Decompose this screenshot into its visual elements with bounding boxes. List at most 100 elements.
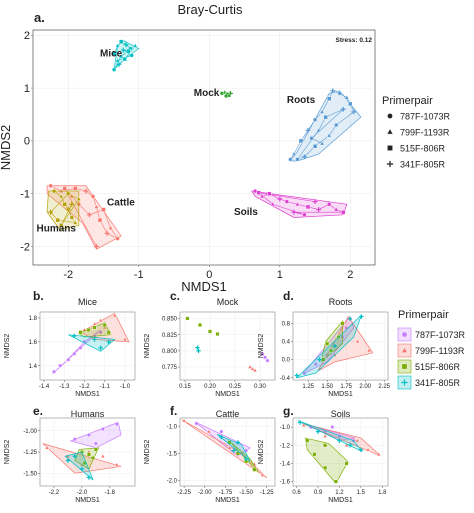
- x-tick-label: -2: [63, 269, 73, 281]
- data-point: [195, 345, 200, 350]
- y-tick-label: 0.8: [282, 321, 291, 327]
- x-tick-label: 1: [277, 269, 283, 281]
- y-axis-label: NMDS2: [144, 440, 151, 465]
- data-point: [252, 367, 258, 372]
- series-341f-805r: [297, 420, 364, 452]
- legend-marker: [401, 346, 408, 353]
- y-tick-label: -1.25: [23, 450, 37, 456]
- data-point: [333, 479, 338, 484]
- data-point: [106, 339, 111, 344]
- data-point: [48, 209, 54, 215]
- data-point: [91, 455, 96, 460]
- data-point: [277, 196, 283, 202]
- group-hull: [46, 185, 122, 250]
- data-point: [312, 117, 318, 122]
- x-tick-label: 1.5: [357, 490, 366, 496]
- data-point: [326, 96, 332, 101]
- x-tick-label: 0.25: [229, 384, 241, 390]
- data-point: [69, 215, 74, 220]
- data-point: [247, 364, 253, 369]
- data-point: [291, 209, 297, 215]
- group-mock: Mock: [194, 88, 233, 99]
- data-point: [78, 330, 83, 335]
- group-hull: [250, 190, 348, 218]
- panel-bray-curtis: -2 -1 0 1 2 -2 -1 0 1 2 NMDS1 NMDS2 a. Bray-Curtis Str…: [0, 2, 376, 294]
- data-point: [196, 348, 201, 354]
- x-tick-label: -1.25: [260, 490, 274, 496]
- group-cattle: Cattle: [46, 183, 135, 250]
- data-point: [93, 204, 100, 209]
- group-mice: Mice: [100, 39, 140, 72]
- x-tick-label: -1: [134, 269, 144, 281]
- data-point: [62, 202, 67, 207]
- data-point: [58, 188, 64, 193]
- x-tick-label: 0.6: [292, 490, 301, 496]
- legend-label: 515F-806R: [400, 144, 446, 154]
- data-point: [252, 467, 257, 472]
- data-point: [98, 317, 103, 322]
- data-point: [98, 330, 103, 335]
- data-point: [219, 434, 224, 440]
- data-point: [301, 422, 307, 427]
- y-tick-label: 0: [24, 136, 30, 148]
- data-point: [284, 199, 290, 204]
- group-link: [96, 206, 101, 221]
- x-axis-label: NMDS1: [215, 497, 240, 504]
- data-point: [265, 358, 270, 363]
- y-tick-label: -1.6: [280, 480, 291, 486]
- data-point: [122, 336, 128, 342]
- group-link: [113, 56, 122, 70]
- x-tick-label: 0.20: [204, 384, 216, 390]
- series-341f-805r: [68, 333, 116, 352]
- data-point: [66, 357, 71, 362]
- legend-label: 341F-805R: [400, 160, 446, 170]
- series-341f-805r: [195, 345, 201, 354]
- data-point: [376, 451, 382, 456]
- data-point: [118, 53, 124, 59]
- data-point: [305, 438, 310, 443]
- y-axis-label: NMDS2: [4, 440, 11, 465]
- data-point: [358, 447, 364, 452]
- data-point: [125, 48, 131, 54]
- data-point: [270, 201, 276, 207]
- series-hull: [295, 314, 362, 379]
- y-tick-label: 2: [24, 30, 30, 42]
- sub-legend: Primerpair 787F-1073R 799F-1193R 515F-806R 3…: [397, 309, 466, 390]
- data-point: [337, 91, 342, 96]
- data-point: [72, 351, 77, 356]
- x-tick-label: -1.75: [219, 490, 233, 496]
- data-point: [76, 196, 82, 201]
- data-point: [55, 217, 60, 223]
- data-point: [116, 61, 122, 67]
- data-point: [334, 122, 339, 128]
- data-point: [108, 225, 114, 230]
- group-link: [272, 203, 305, 216]
- data-point: [323, 114, 328, 120]
- data-point: [294, 201, 300, 207]
- data-point: [312, 143, 318, 149]
- legend-marker: [401, 363, 408, 370]
- data-point: [305, 204, 311, 210]
- data-point: [337, 438, 342, 443]
- series-hull: [42, 443, 122, 474]
- panel-soils: 0.6 0.9 1.2 1.5 1.8 -1.6 -1.4 -1.2 -1.0 NMDS1 NMDS…: [258, 404, 389, 504]
- data-point: [92, 321, 97, 326]
- x-tick-label: -1.2: [79, 384, 90, 390]
- series-515f-806r: [77, 322, 112, 338]
- data-point: [48, 183, 53, 188]
- data-point: [263, 355, 268, 360]
- data-point: [326, 202, 332, 207]
- y-tick-label: 0.800: [162, 349, 178, 355]
- x-tick-label: 2: [347, 269, 353, 281]
- group-humans: Humans: [37, 188, 82, 235]
- data-point: [66, 191, 71, 196]
- data-point: [329, 348, 334, 353]
- data-point: [235, 440, 240, 445]
- data-point: [227, 445, 232, 450]
- panel-letter: c.: [170, 289, 180, 303]
- group-link: [321, 98, 330, 112]
- data-point: [260, 472, 265, 477]
- panel-title: Mice: [78, 297, 97, 307]
- group-link: [57, 219, 76, 224]
